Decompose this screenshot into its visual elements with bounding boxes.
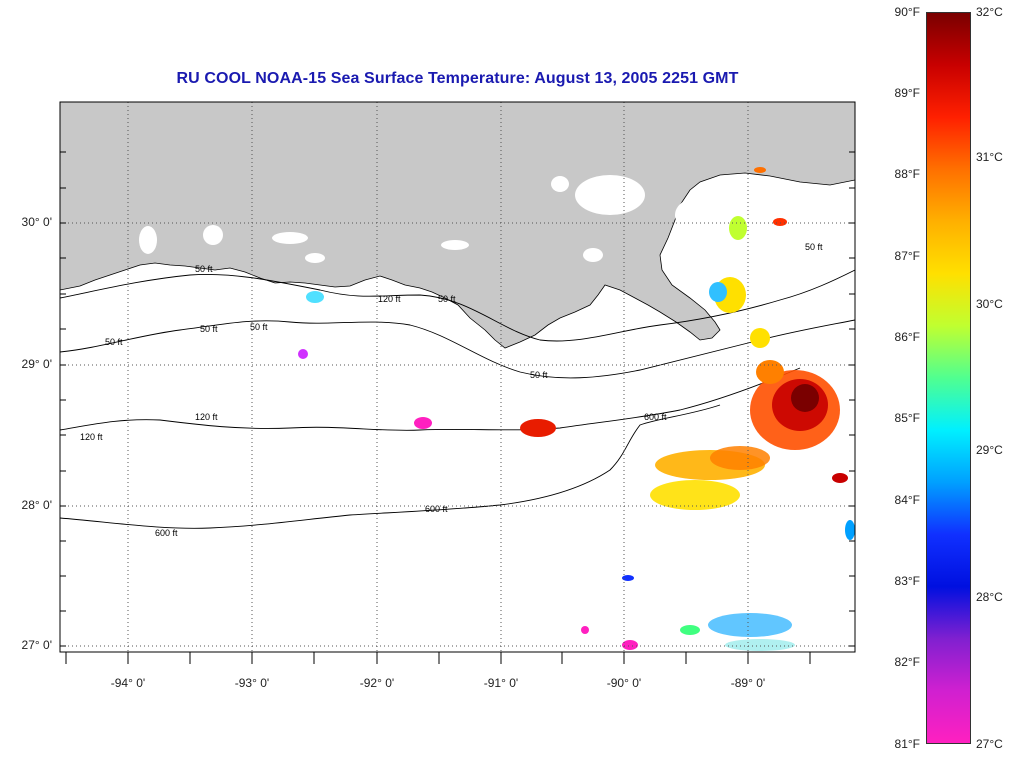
colorbar-c-label: 27°C [976,737,1003,751]
colorbar-c-label: 28°C [976,590,1003,604]
contour-label-50: 50 ft [805,242,823,252]
lon-label-94: -94° 0' [110,676,146,690]
colorbar-f-label: 89°F [894,86,920,100]
colorbar-c-label: 29°C [976,443,1003,457]
contour-label-50: 50 ft [250,322,268,332]
land-mass [60,102,855,349]
lon-label-92: -92° 0' [359,676,395,690]
sst-map: 50 ft 50 ft 50 ft 50 ft 50 ft 50 ft 50 f… [59,101,856,664]
map-title: RU COOL NOAA-15 Sea Surface Temperature:… [176,70,739,87]
sst-patches [298,167,855,651]
colorbar-f-label: 85°F [894,411,920,425]
contour-label-50: 50 ft [438,294,456,304]
colorbar-f-label: 86°F [894,330,920,344]
contour-label-600: 600 ft [425,504,448,514]
colorbar-c-label: 31°C [976,150,1003,164]
lakes [139,175,761,277]
map-frame [59,101,856,653]
colorbar-c-label: 30°C [976,297,1003,311]
lon-ticks [65,652,811,664]
lat-label-29: 29° 0' [21,357,52,371]
lon-label-93: -93° 0' [234,676,270,690]
contour-label-120: 120 ft [80,432,103,442]
lat-ticks [60,151,855,647]
lon-label-91: -91° 0' [483,676,519,690]
colorbar-c-label: 32°C [976,5,1003,19]
lat-label-28: 28° 0' [21,498,52,512]
lon-label-89: -89° 0' [730,676,766,690]
graticule [60,102,855,652]
contour-label-50: 50 ft [530,370,548,380]
bathymetry-contours [60,269,855,529]
contour-label-120: 120 ft [195,412,218,422]
temperature-colorbar [926,12,971,744]
colorbar-f-label: 88°F [894,167,920,181]
contour-label-50: 50 ft [105,337,123,347]
contour-label-50: 50 ft [200,324,218,334]
lat-label-30: 30° 0' [21,215,52,229]
lon-label-90: -90° 0' [606,676,642,690]
colorbar-f-label: 84°F [894,493,920,507]
contour-label-600: 600 ft [155,528,178,538]
colorbar-f-label: 87°F [894,249,920,263]
lat-label-27: 27° 0' [21,638,52,652]
contour-label-120: 120 ft [378,294,401,304]
colorbar-f-label: 83°F [894,574,920,588]
colorbar-f-label: 90°F [894,5,920,19]
colorbar-f-label: 82°F [894,655,920,669]
contour-label-600: 600 ft [644,412,667,422]
contour-label-50: 50 ft [195,264,213,274]
colorbar-f-label: 81°F [894,737,920,751]
